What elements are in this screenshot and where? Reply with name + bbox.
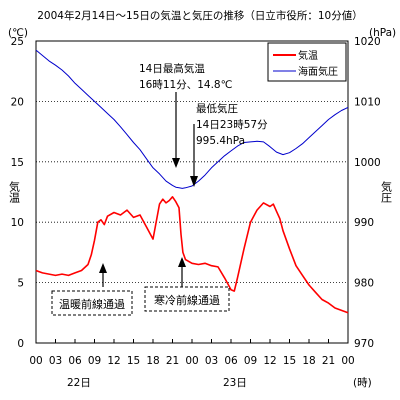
x-tick-label: 00 bbox=[341, 355, 354, 367]
right-axis-unit: (hPa) bbox=[369, 27, 396, 39]
right-tick-label: 990 bbox=[354, 217, 374, 229]
right-tick-label: 980 bbox=[354, 278, 374, 290]
right-axis-ticks: 970 980 990 1000 1010 1020 bbox=[354, 36, 381, 350]
annotation-min-pressure-line1: 最低気圧 bbox=[196, 102, 238, 115]
chart-title: 2004年2月14日～15日の気温と気圧の推移（日立市役所：10分値） bbox=[37, 9, 362, 22]
x-tick-label: 03 bbox=[49, 355, 62, 367]
legend-label-temp: 気温 bbox=[298, 49, 318, 62]
annotation-warm-front: 温暖前線通過 bbox=[51, 263, 133, 316]
x-tick-label: 12 bbox=[263, 355, 276, 367]
x-tick-label: 09 bbox=[244, 355, 257, 367]
right-axis-label: 気圧 bbox=[380, 180, 393, 204]
x-tick-label: 18 bbox=[302, 355, 315, 367]
left-tick-label: 20 bbox=[11, 96, 24, 108]
right-tick-label: 1000 bbox=[354, 157, 381, 169]
arrow-warm-front-head bbox=[99, 263, 107, 273]
pressure-line bbox=[35, 49, 349, 189]
annotation-min-pressure: 最低気圧 14日23時57分 995.4hPa bbox=[190, 102, 268, 187]
arrow-max-temp-head bbox=[172, 158, 180, 168]
x-tick-label: 06 bbox=[224, 355, 238, 367]
day-label: 23日 bbox=[223, 377, 247, 389]
x-tick-label: 12 bbox=[107, 355, 120, 367]
annotation-min-pressure-line3: 995.4hPa bbox=[196, 135, 245, 147]
left-tick-label: 5 bbox=[17, 278, 24, 290]
annotation-max-temp: 14日最高気温 16時11分、14.8℃ bbox=[139, 62, 232, 168]
temperature-line bbox=[35, 196, 349, 314]
right-tick-label: 970 bbox=[354, 338, 374, 350]
arrow-min-pressure-head bbox=[190, 176, 198, 187]
legend: 気温 海面気圧 bbox=[267, 42, 347, 82]
cold-front-label: 寒冷前線通過 bbox=[154, 293, 220, 307]
x-axis-unit: (時) bbox=[353, 377, 372, 389]
x-tick-label: 09 bbox=[88, 355, 101, 367]
x-axis-ticks bbox=[35, 339, 349, 343]
legend-box bbox=[267, 42, 347, 82]
series-layer bbox=[35, 49, 349, 314]
legend-label-pressure: 海面気圧 bbox=[298, 65, 338, 78]
left-axis-unit: (℃) bbox=[8, 27, 28, 39]
day-label: 22日 bbox=[67, 377, 91, 389]
cold-front-box bbox=[144, 286, 230, 312]
left-tick-label: 15 bbox=[11, 157, 24, 169]
left-tick-label: 10 bbox=[11, 217, 24, 229]
gridlines bbox=[36, 101, 348, 284]
annotation-cold-front: 寒冷前線通過 bbox=[144, 257, 230, 312]
x-tick-label: 00 bbox=[185, 355, 198, 367]
x-tick-label: 21 bbox=[166, 355, 179, 367]
warm-front-label: 温暖前線通過 bbox=[59, 297, 125, 311]
x-tick-label: 15 bbox=[283, 355, 296, 367]
arrow-cold-front-head bbox=[178, 257, 186, 267]
x-tick-label: 03 bbox=[205, 355, 218, 367]
annotation-max-temp-line2: 16時11分、14.8℃ bbox=[139, 79, 232, 91]
left-axis-label: 気温 bbox=[8, 180, 21, 203]
left-tick-label: 0 bbox=[17, 338, 24, 350]
left-tick-label: 25 bbox=[11, 36, 24, 48]
left-axis-ticks: 0 5 10 15 20 25 bbox=[11, 36, 24, 350]
x-axis-day-labels: 22日 23日 bbox=[67, 377, 247, 389]
x-axis-tick-labels: 00 03 06 09 12 15 18 21 00 03 06 09 12 15 18 21 00 bbox=[29, 355, 354, 367]
x-tick-label: 21 bbox=[322, 355, 335, 367]
right-tick-label: 1010 bbox=[354, 96, 381, 108]
annotation-min-pressure-line2: 14日23時57分 bbox=[196, 119, 268, 131]
x-tick-label: 18 bbox=[146, 355, 159, 367]
x-tick-label: 00 bbox=[29, 355, 42, 367]
x-tick-label: 15 bbox=[127, 355, 140, 367]
warm-front-box bbox=[51, 290, 133, 316]
annotation-max-temp-line1: 14日最高気温 bbox=[139, 62, 205, 75]
right-tick-label: 1020 bbox=[354, 36, 381, 48]
x-tick-label: 06 bbox=[68, 355, 82, 367]
